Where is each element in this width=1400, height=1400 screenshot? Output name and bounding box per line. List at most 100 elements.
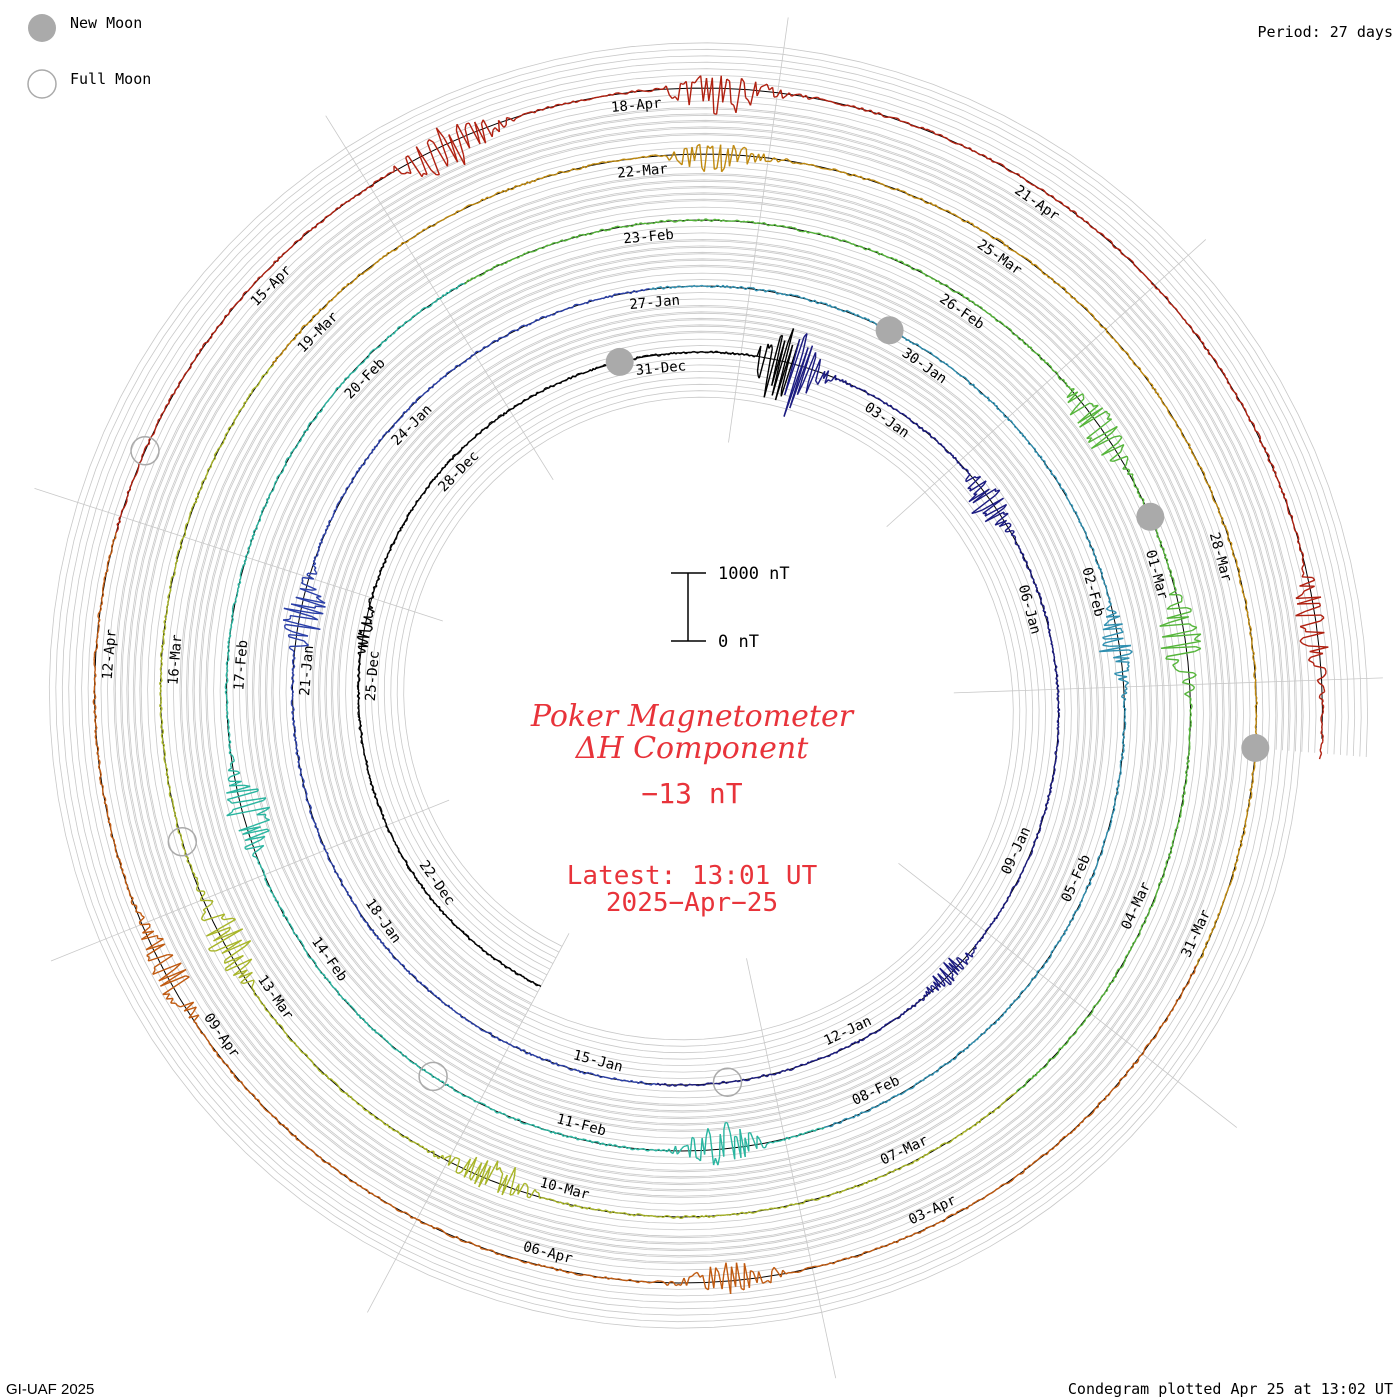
grid-rings — [48, 42, 1369, 1329]
trace-segment — [343, 380, 346, 383]
trace-segment — [1008, 522, 1011, 525]
trace-segment — [910, 420, 913, 423]
trace-segment — [362, 748, 365, 751]
trace-segment — [313, 961, 317, 964]
trace-segment — [238, 577, 242, 581]
trace-segment — [400, 963, 404, 966]
trace-segment — [829, 1053, 832, 1056]
trace-segment — [513, 257, 517, 260]
trace-segment — [946, 363, 949, 367]
trace-segment — [552, 385, 556, 388]
trace-segment — [359, 1104, 363, 1107]
trace-segment — [298, 766, 302, 770]
trace-segment — [597, 1141, 601, 1146]
trace-segment — [939, 208, 943, 211]
trace-segment — [244, 554, 248, 558]
trace-segment — [1003, 1100, 1006, 1104]
trace-segment — [508, 331, 511, 334]
trace-segment — [237, 583, 240, 588]
trace-segment — [384, 822, 388, 825]
trace-segment — [1094, 560, 1098, 563]
trace-segment — [389, 428, 392, 431]
trace-segment — [225, 676, 229, 680]
trace-segment — [476, 1100, 480, 1104]
trace-segment — [323, 403, 326, 407]
trace-segment — [466, 1019, 470, 1023]
trace-segment — [483, 1030, 487, 1033]
trace-segment — [576, 234, 580, 239]
trace-segment — [331, 297, 334, 301]
trace-segment — [543, 175, 547, 178]
trace-segment — [483, 427, 486, 430]
trace-segment — [498, 336, 501, 340]
trace-segment — [1076, 908, 1080, 911]
trace-segment — [728, 144, 735, 167]
trace-segment — [432, 993, 435, 996]
trace-segment — [600, 161, 604, 164]
trace-segment — [827, 379, 831, 382]
trace-segment — [434, 382, 438, 385]
trace-segment — [1043, 810, 1046, 814]
trace-segment — [891, 1019, 894, 1022]
trace-segment — [532, 1053, 535, 1057]
trace-segment — [973, 1039, 977, 1043]
trace-segment — [1055, 745, 1059, 748]
trace-segment — [554, 1062, 558, 1065]
trace-segment — [1134, 939, 1137, 942]
trace-segment — [707, 219, 711, 222]
trace-segment — [1027, 858, 1030, 861]
trace-segment — [868, 393, 871, 396]
trace-segment — [1165, 863, 1168, 867]
trace-segment — [536, 318, 540, 322]
trace-segment — [1083, 528, 1085, 531]
trace-segment — [800, 1132, 804, 1136]
trace-segment — [922, 1154, 926, 1158]
trace-segment — [551, 1199, 555, 1201]
trace-segment — [1109, 460, 1114, 462]
trace-segment — [670, 352, 673, 355]
trace-segment — [1238, 570, 1241, 574]
trace-segment — [1176, 659, 1180, 663]
trace-segment — [363, 462, 366, 466]
trace-segment — [858, 387, 861, 390]
trace-segment — [1190, 609, 1192, 612]
trace-segment — [1030, 261, 1033, 265]
trace-segment — [493, 339, 496, 342]
trace-segment — [643, 155, 647, 159]
trace-segment — [1096, 563, 1100, 567]
trace-segment — [1166, 616, 1189, 619]
trace-segment — [864, 1181, 868, 1185]
trace-segment — [469, 1156, 478, 1178]
trace-segment — [527, 398, 530, 401]
trace-segment — [994, 489, 1001, 496]
trace-segment — [484, 1104, 487, 1108]
trace-segment — [313, 820, 316, 823]
trace-segment — [1217, 511, 1221, 515]
trace-segment — [1023, 559, 1027, 562]
trace-segment — [1150, 905, 1154, 908]
trace-segment — [671, 1083, 675, 1087]
trace-segment — [1057, 710, 1060, 714]
trace-segment — [460, 362, 463, 365]
trace-segment — [838, 1048, 842, 1051]
trace-segment — [1048, 631, 1051, 635]
trace-segment — [367, 354, 370, 358]
trace-segment — [1133, 481, 1136, 484]
trace-segment — [317, 411, 321, 414]
trace-segment — [401, 856, 404, 859]
trace-segment — [996, 237, 1000, 241]
trace-segment — [714, 218, 717, 221]
trace-segment — [173, 570, 176, 574]
trace-segment — [812, 299, 816, 302]
trace-segment — [493, 193, 497, 196]
trace-segment — [262, 373, 266, 377]
trace-segment — [180, 546, 183, 550]
trace-segment — [552, 313, 556, 316]
trace-segment — [350, 1096, 353, 1100]
trace-segment — [759, 222, 762, 225]
trace-segment — [282, 912, 285, 917]
trace-segment — [429, 1073, 433, 1076]
trace-segment — [686, 1084, 689, 1087]
trace-segment — [227, 778, 231, 782]
trace-segment — [727, 1081, 730, 1084]
